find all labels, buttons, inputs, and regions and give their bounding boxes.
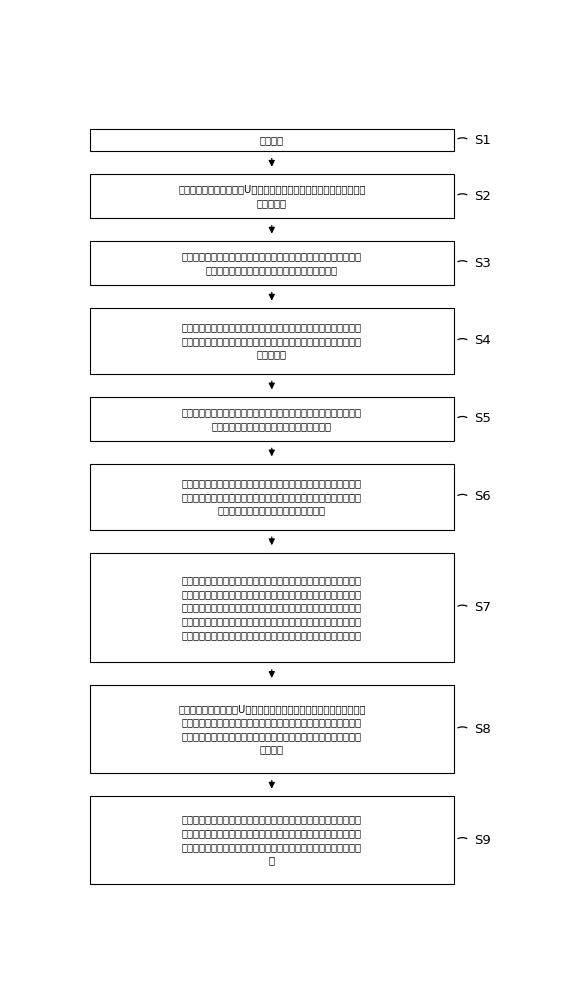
Text: 提供衬底: 提供衬底 [260,135,284,145]
Text: 于所述读取位线对应于所述底边部部分的上表面形成磁隧道结结构，
所述磁隧道结结构包括相对的第一侧及第二侧: 于所述读取位线对应于所述底边部部分的上表面形成磁隧道结结构， 所述磁隧道结结构包… [182,407,362,431]
Bar [90,129,454,151]
Bar [90,397,454,441]
Text: S3: S3 [473,257,491,270]
Text: S9: S9 [473,834,491,847]
Text: S8: S8 [473,723,491,736]
Text: 于所述绝缘保护层的上表面形成字线，所述字线沿所述第一方向延伸
，所述字线与所述磁隧道结结构的上表面及位于所述磁隧道结结构第
一侧的所述侧壁部的上表面相连接，所述: 于所述绝缘保护层的上表面形成字线，所述字线沿所述第一方向延伸 ，所述字线与所述磁… [182,815,362,865]
Text: 于所述绝缘介质层的上表面形成绝缘保护层，所述绝缘保护层覆盖所
述绝缘介质层的上表面及所述磁隧道结结构，且所述绝缘保护层的上
表面与所述磁隧道结结构的上表面相平齐: 于所述绝缘介质层的上表面形成绝缘保护层，所述绝缘保护层覆盖所 述绝缘介质层的上表… [182,478,362,515]
Bar [90,796,454,884]
Text: S6: S6 [473,490,491,503]
Bar [90,308,454,374]
Text: 于所述绝缘保护层及所述绝缘介质层内形成通孔及沟槽，所述通孔分
别位于所述磁隧道结结构的第一侧及第二侧，且沿所述绝缘保护层及
所述绝缘介质层的厚度方向贯穿所述绝缘: 于所述绝缘保护层及所述绝缘介质层内形成通孔及沟槽，所述通孔分 别位于所述磁隧道结… [182,575,362,640]
Text: S4: S4 [473,334,491,347]
Bar [90,241,454,285]
Bar [90,174,454,218]
Text: S5: S5 [473,412,491,425]
Text: S2: S2 [473,190,491,203]
Bar [90,464,454,530]
Text: S1: S1 [473,134,491,147]
Text: 于所述衬底的上表面及所述底边部的表面形成绝缘介质层，所述绝缘
介质层覆盖所述衬底的上表面及所述底边部的表面: 于所述衬底的上表面及所述底边部的表面形成绝缘介质层，所述绝缘 介质层覆盖所述衬底… [182,251,362,275]
Bar [90,553,454,662]
Bar [90,685,454,773]
Text: 于所述通孔内形成所述U型变磁体连接结构的侧壁部及写入位线，所述
侧壁部的底部与所述底边部相连接；所述写入位线沿所述第二方向延
伸，所述写入位线与位于所述磁隧道结: 于所述通孔内形成所述U型变磁体连接结构的侧壁部及写入位线，所述 侧壁部的底部与所… [178,704,365,755]
Text: 于所述绝缘介质层的上表面形成读取位线，所述读取位线沿所述第二
方向延伸，所述第二方向与所述第一方向相垂直；所述读取位线横跨
所述底边部: 于所述绝缘介质层的上表面形成读取位线，所述读取位线沿所述第二 方向延伸，所述第二… [182,322,362,360]
Text: 于所述衬底的上表面形成U型变磁体连接结构的底边部所述底边部沿第
一方向延伸: 于所述衬底的上表面形成U型变磁体连接结构的底边部所述底边部沿第 一方向延伸 [178,184,365,208]
Text: S7: S7 [473,601,491,614]
